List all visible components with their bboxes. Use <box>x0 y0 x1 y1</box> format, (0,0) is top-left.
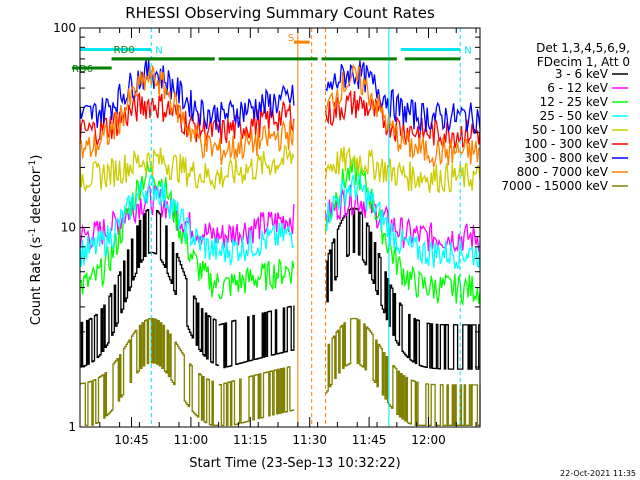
series-line-1-seg-1 <box>217 203 295 248</box>
series-line-7-seg-0 <box>79 65 220 160</box>
series-line-2-seg-1 <box>217 258 295 300</box>
annotation-label: N <box>464 46 471 57</box>
series-line-6-seg-2 <box>325 60 481 134</box>
series-line-0-seg-2 <box>325 207 480 370</box>
legend-entry-label: 6 - 12 keV <box>547 81 609 95</box>
legend-header-line-2: FDecim 1, Att 0 <box>537 55 630 69</box>
series-line-4-seg-2 <box>324 146 481 194</box>
legend-entry-label: 12 - 25 keV <box>540 95 609 109</box>
series-line-0-seg-1 <box>218 305 295 369</box>
annotation-label: RD6 <box>72 64 93 75</box>
footer-timestamp: 22-Oct-2021 11:35 <box>560 469 636 478</box>
legend-entry-label: 300 - 800 keV <box>524 151 608 165</box>
annotation-label: RD0 <box>114 45 135 56</box>
series-line-3-seg-2 <box>324 174 481 269</box>
axes-layer: 1 10 100 10:45 11:00 11:15 11:30 11:45 12:00 <box>53 21 480 447</box>
series-layer <box>79 59 481 426</box>
x-tick-label: 11:00 <box>174 433 209 447</box>
y-axis-label-main: Count Rate (s <box>29 237 44 326</box>
series-line-5-seg-1 <box>217 101 295 144</box>
y-axis-label-sup: -1 <box>28 228 38 237</box>
series-line-6-seg-1 <box>217 84 295 133</box>
series-line-4-seg-1 <box>217 144 295 188</box>
series-line-8-seg-1 <box>218 366 295 426</box>
annotation-label: S <box>288 33 294 44</box>
series-line-3-seg-1 <box>217 222 295 266</box>
series-line-3-seg-0 <box>79 173 220 267</box>
chart-title: RHESSI Observing Summary Count Rates <box>125 4 435 22</box>
series-line-0-seg-0 <box>80 208 220 368</box>
y-axis-label-sup2: -1 <box>28 160 38 169</box>
annotation-label: N <box>155 46 162 57</box>
legend-entry-label: 3 - 6 keV <box>555 67 609 81</box>
x-tick-label: 12:00 <box>411 433 446 447</box>
y-tick-label: 10 <box>61 221 76 235</box>
x-tick-label: 10:45 <box>114 433 149 447</box>
y-axis-label-end: ) <box>29 155 44 160</box>
series-line-7-seg-1 <box>217 119 295 166</box>
series-line-2-seg-0 <box>79 161 220 298</box>
series-line-8-seg-2 <box>325 317 481 426</box>
y-axis-label-rest: detector <box>29 168 44 228</box>
annotation-layer: N N RD0 RD6 S <box>72 33 472 75</box>
series-line-8-seg-0 <box>80 317 219 426</box>
series-line-7-seg-2 <box>324 63 481 168</box>
legend-entry-label: 25 - 50 keV <box>540 109 609 123</box>
x-tick-label: 11:45 <box>352 433 387 447</box>
x-tick-label: 11:30 <box>292 433 327 447</box>
legend-entry-label: 100 - 300 keV <box>524 137 608 151</box>
x-axis-label: Start Time (23-Sep-13 10:32:22) <box>189 456 400 471</box>
legend-header-line-1: Det 1,3,4,5,6,9, <box>536 41 630 55</box>
y-tick-label: 100 <box>53 21 76 35</box>
x-tick-label: 11:15 <box>233 433 268 447</box>
legend-entry-label: 800 - 7000 keV <box>517 165 609 179</box>
series-line-4-seg-0 <box>79 147 220 194</box>
legend-entry-label: 50 - 100 keV <box>532 123 609 137</box>
y-tick-label: 1 <box>68 420 76 434</box>
y-axis-label: Count Rate (s-1 detector-1) <box>28 155 44 326</box>
legend-entry-label: 7000 - 15000 keV <box>501 179 608 193</box>
